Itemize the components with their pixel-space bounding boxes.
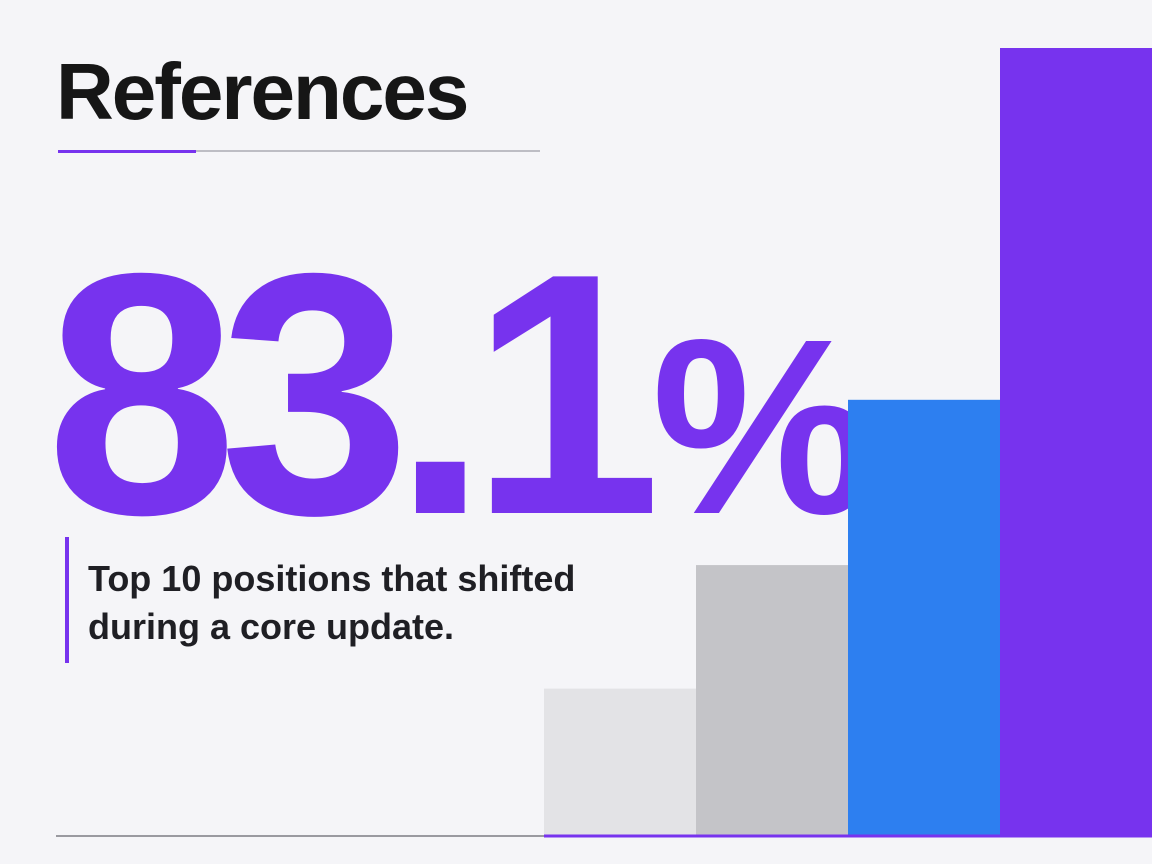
title-underline-accent [58,150,196,153]
bar-3 [848,399,1001,835]
headline-stat: 83.1% [46,222,874,566]
bar-1 [544,688,697,835]
caption-line-2: during a core update. [88,606,455,647]
bar-2 [696,565,849,835]
page-title: References [56,47,469,136]
caption-accent-bar [65,537,69,663]
caption-text: Top 10 positions that shifted during a c… [88,555,648,651]
title-underline [58,150,540,152]
bar-4 [1000,48,1152,835]
caption-line-1: Top 10 positions that shifted [88,558,576,599]
headline-stat-number: 83.1 [46,202,662,586]
headline-stat-percent-sign: % [651,287,874,566]
